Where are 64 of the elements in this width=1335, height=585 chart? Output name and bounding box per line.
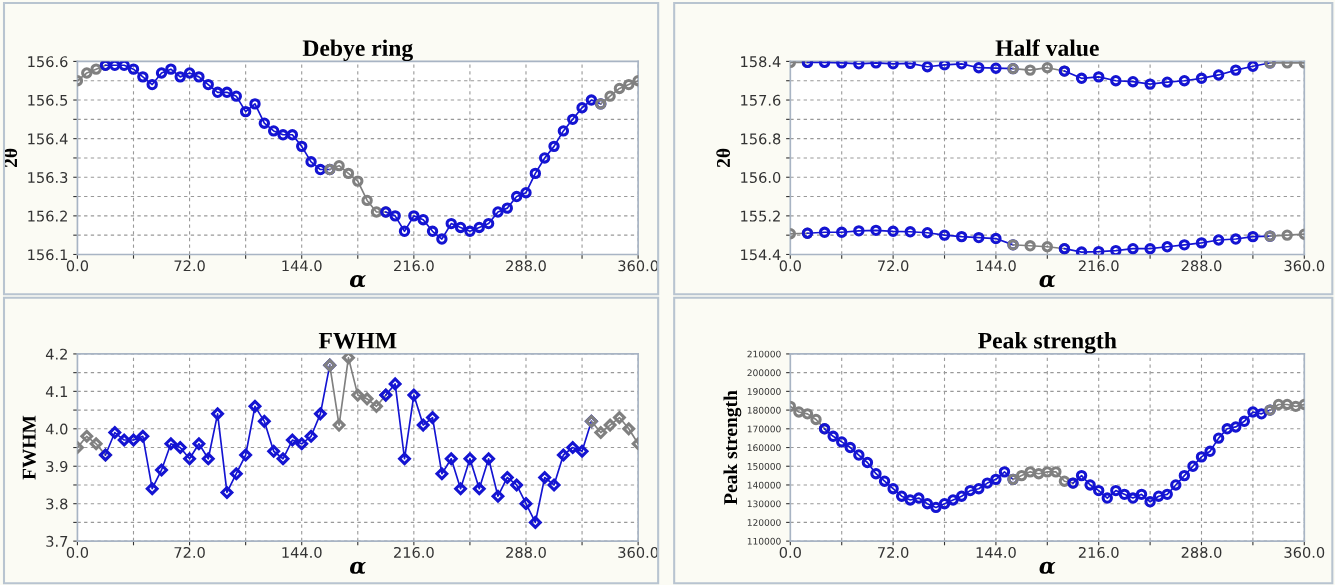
x-tick-label: 72.0 [878, 260, 909, 272]
chart-title: FWHM [318, 332, 397, 349]
x-tick-label: 216.0 [1078, 260, 1119, 272]
x-tick-label: 288.0 [506, 260, 546, 272]
y-tick-label: 154.4 [741, 249, 781, 261]
x-axis-title: α [349, 275, 366, 288]
y-tick-label: 156.8 [741, 133, 781, 145]
x-tick-label: 360.0 [1284, 260, 1325, 272]
x-tick-label: 0.0 [66, 260, 89, 272]
y-tick-label: 110000 [747, 537, 781, 545]
y-tick-label: 3.7 [46, 535, 68, 547]
y-tick-label: 170000 [747, 425, 781, 433]
y-tick-label: 160000 [747, 444, 781, 452]
x-tick-label: 360.0 [1284, 546, 1325, 558]
y-tick-label: 180000 [747, 406, 781, 414]
x-tick-label: 288.0 [1181, 546, 1222, 558]
x-tick-label: 288.0 [506, 546, 546, 558]
y-axis-title: 2θ [716, 148, 731, 168]
chart-title: Peak strength [978, 331, 1117, 354]
x-tick-label: 0.0 [779, 260, 801, 272]
y-tick-label: 155.2 [741, 210, 780, 222]
y-axis-title: Peak strength [723, 390, 742, 505]
y-tick-label: 156.6 [28, 56, 68, 68]
y-tick-label: 156.4 [28, 133, 68, 145]
x-tick-label: 0.0 [66, 546, 89, 558]
chart-title: Debye ring [302, 39, 413, 62]
x-tick-label: 360.0 [618, 260, 659, 272]
y-tick-label: 4.0 [45, 423, 68, 435]
x-tick-label: 0.0 [779, 546, 801, 558]
y-tick-label: 3.9 [46, 460, 68, 472]
y-tick-label: 156.0 [741, 171, 781, 183]
y-tick-label: 157.6 [741, 94, 781, 106]
y-tick-label: 200000 [747, 369, 781, 377]
y-tick-label: 156.5 [28, 94, 68, 106]
x-tick-label: 72.0 [174, 260, 205, 272]
x-tick-label: 360.0 [618, 546, 659, 558]
y-tick-label: 158.4 [741, 56, 781, 68]
y-axis-title: FWHM [22, 415, 36, 480]
x-tick-label: 216.0 [394, 546, 434, 558]
chart-title: Half value [995, 39, 1099, 57]
x-axis-title: α [349, 561, 366, 574]
x-tick-label: 144.0 [976, 260, 1016, 272]
x-tick-label: 288.0 [1181, 260, 1222, 272]
y-tick-label: 4.2 [45, 348, 67, 360]
y-tick-label: 120000 [747, 519, 781, 526]
y-tick-label: 210000 [747, 350, 781, 358]
x-tick-label: 72.0 [174, 546, 205, 558]
x-axis-title: α [1039, 275, 1056, 288]
y-tick-label: 4.1 [45, 386, 68, 397]
x-tick-label: 144.0 [282, 260, 322, 272]
x-tick-label: 144.0 [282, 546, 322, 558]
y-tick-label: 140000 [747, 481, 781, 489]
x-tick-label: 144.0 [976, 546, 1016, 558]
y-tick-label: 156.2 [28, 210, 67, 222]
y-tick-label: 130000 [747, 500, 781, 508]
y-tick-label: 156.3 [28, 171, 68, 183]
y-tick-label: 3.8 [46, 498, 68, 510]
x-tick-label: 216.0 [394, 260, 434, 272]
x-tick-label: 216.0 [1078, 546, 1119, 558]
y-tick-label: 156.1 [28, 249, 68, 261]
y-tick-label: 150000 [747, 462, 781, 470]
x-tick-label: 72.0 [878, 546, 909, 558]
y-tick-label: 190000 [747, 388, 781, 395]
x-axis-title: α [1039, 561, 1056, 574]
